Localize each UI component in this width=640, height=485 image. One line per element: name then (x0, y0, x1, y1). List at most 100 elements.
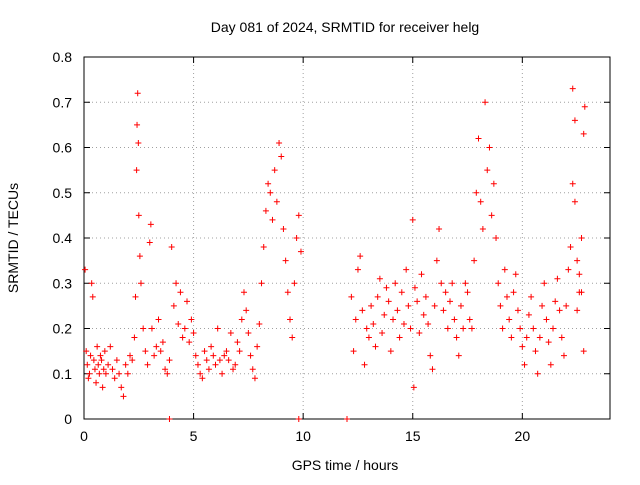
data-point (433, 257, 440, 264)
data-point (495, 280, 502, 287)
data-point (127, 352, 134, 359)
data-point (203, 357, 210, 364)
x-tick-label: 5 (190, 428, 198, 444)
data-point (214, 325, 221, 332)
data-point (97, 352, 104, 359)
data-point (175, 320, 182, 327)
data-point (184, 298, 191, 305)
data-point (418, 271, 425, 278)
data-point (276, 139, 283, 146)
data-point (374, 293, 381, 300)
y-tick-label: 0.1 (53, 366, 73, 382)
data-point (368, 302, 375, 309)
data-point (221, 352, 228, 359)
data-point (85, 375, 92, 382)
data-point (216, 357, 223, 364)
data-point (422, 293, 429, 300)
data-point (484, 167, 491, 174)
data-point (488, 212, 495, 219)
x-tick-label: 20 (515, 428, 531, 444)
data-point (179, 334, 186, 341)
data-point (118, 384, 125, 391)
data-point (523, 334, 530, 341)
data-point (462, 280, 469, 287)
data-point (105, 361, 112, 368)
data-point (131, 334, 138, 341)
data-point (376, 275, 383, 282)
data-point (155, 316, 162, 323)
data-point (113, 357, 120, 364)
data-point (238, 316, 245, 323)
data-point (99, 384, 106, 391)
data-point (361, 361, 368, 368)
y-tick-label: 0.7 (53, 94, 73, 110)
data-point (390, 316, 397, 323)
data-point (471, 257, 478, 264)
data-point (210, 352, 217, 359)
data-point (232, 361, 239, 368)
data-point (387, 348, 394, 355)
data-point (188, 316, 195, 323)
data-point (98, 357, 105, 364)
data-point (427, 352, 434, 359)
data-point (194, 361, 201, 368)
data-point (414, 298, 421, 305)
data-point (348, 293, 355, 300)
data-point (379, 330, 386, 337)
data-point (455, 352, 462, 359)
data-point (111, 375, 118, 382)
data-point (370, 320, 377, 327)
data-point (135, 212, 142, 219)
data-point (576, 271, 583, 278)
data-point (410, 384, 417, 391)
grid-layer (84, 57, 610, 419)
data-point (528, 293, 535, 300)
data-point (168, 244, 175, 251)
points-layer (82, 85, 588, 422)
data-point (243, 307, 250, 314)
data-point (519, 343, 526, 350)
data-point (87, 352, 94, 359)
data-point (260, 244, 267, 251)
data-point (278, 153, 285, 160)
data-point (234, 339, 241, 346)
data-point (201, 348, 208, 355)
data-point (240, 289, 247, 296)
data-point (409, 216, 416, 223)
data-point (153, 343, 160, 350)
data-point (560, 352, 567, 359)
data-point (550, 325, 557, 332)
data-point (95, 361, 102, 368)
data-point (140, 325, 147, 332)
data-point (177, 289, 184, 296)
data-point (547, 361, 554, 368)
data-point (219, 370, 226, 377)
data-point (493, 235, 500, 241)
data-point (284, 289, 291, 296)
data-point (146, 239, 153, 246)
data-point (552, 298, 559, 305)
data-point (359, 307, 366, 314)
data-point (431, 302, 438, 309)
data-point (394, 307, 401, 314)
data-point (449, 280, 456, 287)
data-point (134, 90, 141, 97)
data-point (490, 180, 497, 187)
data-point (407, 325, 414, 332)
data-point (120, 393, 127, 400)
x-tick-label: 10 (295, 428, 311, 444)
data-point (383, 284, 390, 291)
data-point (521, 361, 528, 368)
plot-frame (83, 56, 611, 420)
data-point (545, 339, 552, 346)
axes-layer: 0 5 10 15 20 0 0.1 0.2 0.3 0.4 0.5 0.6 0.7 0.8 (53, 49, 611, 444)
data-point (166, 357, 173, 364)
data-point (477, 198, 484, 205)
data-point (420, 311, 427, 318)
data-point (580, 130, 587, 137)
data-point (392, 280, 399, 287)
data-point (280, 225, 287, 232)
y-tick-label: 0.4 (53, 230, 73, 246)
data-point (475, 135, 482, 142)
data-point (416, 330, 423, 337)
